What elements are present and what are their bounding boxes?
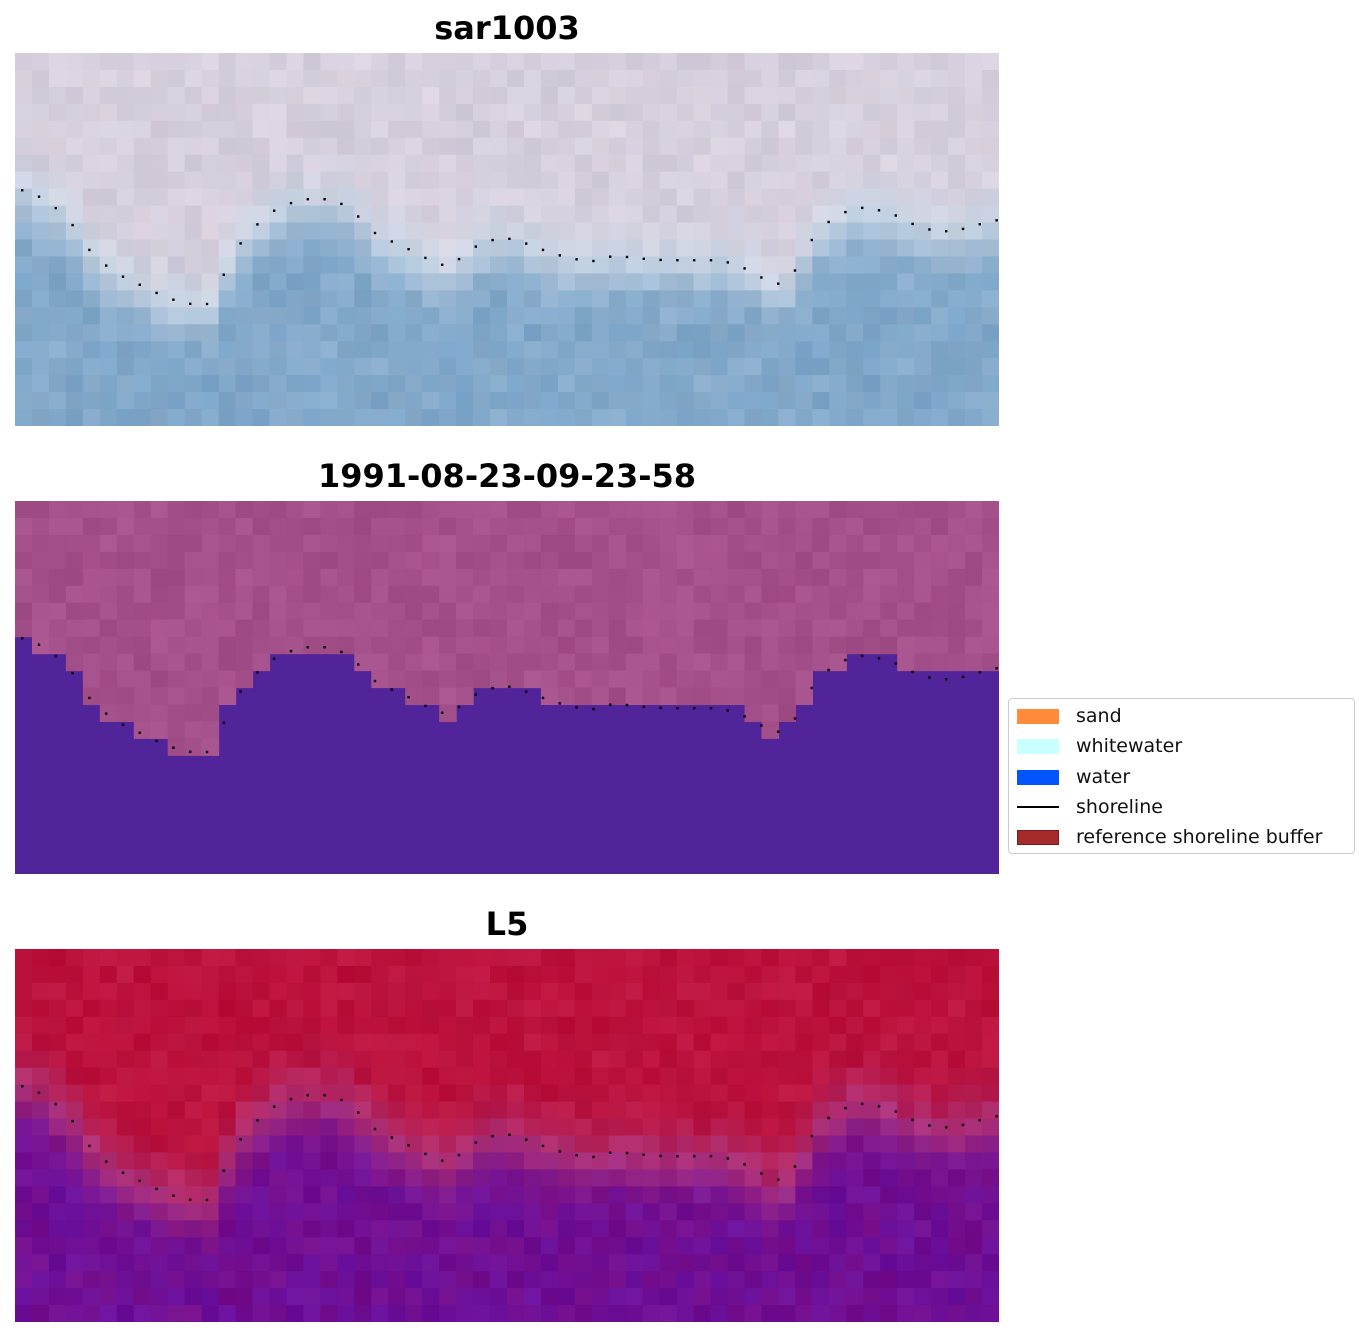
legend-label-shoreline: shoreline xyxy=(1076,796,1163,818)
water-swatch xyxy=(1017,769,1059,785)
sand-swatch xyxy=(1017,708,1059,724)
reference-shoreline-dots xyxy=(21,1085,998,1202)
legend-item-shoreline: shoreline xyxy=(1017,796,1163,818)
legend-item-reference-buffer: reference shoreline buffer xyxy=(1017,826,1322,848)
shoreline-swatch xyxy=(1017,806,1059,808)
reference-buffer-swatch xyxy=(1017,829,1059,845)
legend-label-sand: sand xyxy=(1076,705,1122,727)
classified-image xyxy=(15,501,999,874)
rgb-panel-title: sar1003 xyxy=(434,9,580,47)
whitewater-swatch xyxy=(1017,738,1059,754)
rgb-image xyxy=(15,53,999,426)
classified-panel-title: 1991-08-23-09-23-58 xyxy=(317,457,697,495)
index-image xyxy=(15,949,999,1322)
reference-shoreline-dots xyxy=(21,189,998,306)
index-image-panel xyxy=(15,949,999,1322)
reference-shoreline-dots xyxy=(21,637,998,754)
legend-item-water: water xyxy=(1017,766,1130,788)
legend-label-water: water xyxy=(1076,766,1131,788)
legend-item-sand: sand xyxy=(1017,705,1122,727)
legend-label-whitewater: whitewater xyxy=(1076,735,1183,757)
index-panel-title: L5 xyxy=(485,905,529,943)
legend-item-whitewater: whitewater xyxy=(1017,735,1182,757)
rgb-image-panel xyxy=(15,53,999,426)
legend-label-reference-buffer: reference shoreline buffer xyxy=(1076,826,1323,848)
legend: sand whitewater water shoreline referenc… xyxy=(1008,698,1355,854)
classified-image-panel xyxy=(15,501,999,874)
